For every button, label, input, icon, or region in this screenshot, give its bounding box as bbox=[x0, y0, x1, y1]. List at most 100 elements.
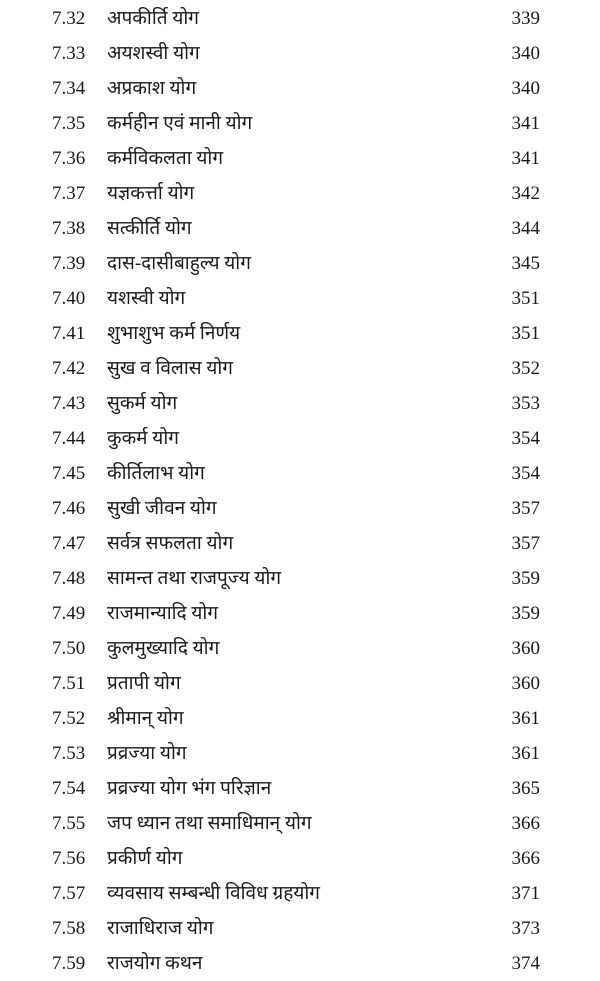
toc-entry: 7.45 कीर्तिलाभ योग 354 bbox=[0, 456, 600, 491]
section-number: 7.36 bbox=[52, 148, 86, 169]
section-title: कर्मविकलता योग bbox=[107, 148, 224, 169]
page-number: 345 bbox=[511, 253, 541, 274]
toc-entry: 7.53 प्रव्रज्या योग 361 bbox=[0, 736, 600, 771]
section-title: कर्महीन एवं मानी योग bbox=[107, 113, 253, 134]
page-number: 360 bbox=[511, 638, 541, 659]
section-title: कुलमुख्यादि योग bbox=[107, 638, 220, 659]
page-number: 341 bbox=[511, 148, 541, 169]
section-number: 7.52 bbox=[52, 708, 86, 729]
toc-entry: 7.49 राजमान्यादि योग 359 bbox=[0, 596, 600, 631]
page-number: 351 bbox=[511, 288, 541, 309]
page-number: 360 bbox=[511, 673, 541, 694]
page-number: 353 bbox=[511, 393, 541, 414]
toc-entry: 7.39 दास-दासीबाहुल्य योग 345 bbox=[0, 246, 600, 281]
section-number: 7.37 bbox=[52, 183, 86, 204]
page-number: 359 bbox=[511, 603, 541, 624]
section-number: 7.46 bbox=[52, 498, 86, 519]
section-number: 7.51 bbox=[52, 673, 86, 694]
toc-entry: 7.34 अप्रकाश योग 340 bbox=[0, 71, 600, 106]
section-title: दास-दासीबाहुल्य योग bbox=[107, 253, 251, 274]
page-number: 342 bbox=[511, 183, 541, 204]
toc-entry: 7.38 सत्कीर्ति योग 344 bbox=[0, 211, 600, 246]
toc-entry: 7.40 यशस्वी योग 351 bbox=[0, 281, 600, 316]
page-number: 366 bbox=[511, 848, 541, 869]
section-number: 7.54 bbox=[52, 778, 86, 799]
page-number: 340 bbox=[511, 78, 541, 99]
section-title: राजमान्यादि योग bbox=[107, 603, 219, 624]
section-number: 7.35 bbox=[52, 113, 86, 134]
section-number: 7.47 bbox=[52, 533, 86, 554]
toc-entry: 7.48 सामन्त तथा राजपूज्य योग 359 bbox=[0, 561, 600, 596]
section-title: प्रतापी योग bbox=[107, 673, 181, 694]
section-title: कीर्तिलाभ योग bbox=[107, 463, 205, 484]
section-number: 7.55 bbox=[52, 813, 86, 834]
section-number: 7.32 bbox=[52, 8, 86, 29]
section-number: 7.38 bbox=[52, 218, 86, 239]
section-number: 7.58 bbox=[52, 918, 86, 939]
toc-entry: 7.54 प्रव्रज्या योग भंग परिज्ञान 365 bbox=[0, 771, 600, 806]
page-number: 341 bbox=[511, 113, 541, 134]
section-number: 7.40 bbox=[52, 288, 86, 309]
toc-entry: 7.46 सुखी जीवन योग 357 bbox=[0, 491, 600, 526]
toc-entry: 7.56 प्रकीर्ण योग 366 bbox=[0, 841, 600, 876]
page-number: 357 bbox=[511, 498, 541, 519]
toc-entry: 7.55 जप ध्यान तथा समाधिमान् योग 366 bbox=[0, 806, 600, 841]
toc-entry: 7.36 कर्मविकलता योग 341 bbox=[0, 141, 600, 176]
section-title: सुख व विलास योग bbox=[107, 358, 233, 379]
toc-entry: 7.59 राजयोग कथन 374 bbox=[0, 946, 600, 981]
section-title: अयशस्वी योग bbox=[107, 43, 200, 64]
page-number: 359 bbox=[511, 568, 541, 589]
section-number: 7.59 bbox=[52, 953, 86, 974]
section-number: 7.34 bbox=[52, 78, 86, 99]
page-number: 366 bbox=[511, 813, 541, 834]
section-title: प्रव्रज्या योग भंग परिज्ञान bbox=[107, 778, 272, 799]
section-number: 7.33 bbox=[52, 43, 86, 64]
section-number: 7.42 bbox=[52, 358, 86, 379]
toc-entry: 7.47 सर्वत्र सफलता योग 357 bbox=[0, 526, 600, 561]
section-number: 7.41 bbox=[52, 323, 86, 344]
section-title: शुभाशुभ कर्म निर्णय bbox=[107, 323, 241, 344]
section-number: 7.57 bbox=[52, 883, 86, 904]
toc-entry: 7.41 शुभाशुभ कर्म निर्णय 351 bbox=[0, 316, 600, 351]
toc-entry: 7.37 यज्ञकर्त्ता योग 342 bbox=[0, 176, 600, 211]
section-title: अपकीर्ति योग bbox=[107, 8, 199, 29]
section-title: यज्ञकर्त्ता योग bbox=[107, 183, 195, 204]
toc-entry: 7.42 सुख व विलास योग 352 bbox=[0, 351, 600, 386]
toc-entry: 7.32 अपकीर्ति योग 339 bbox=[0, 1, 600, 36]
toc-entry: 7.33 अयशस्वी योग 340 bbox=[0, 36, 600, 71]
section-number: 7.49 bbox=[52, 603, 86, 624]
section-number: 7.45 bbox=[52, 463, 86, 484]
page-number: 365 bbox=[511, 778, 541, 799]
toc-entry: 7.44 कुकर्म योग 354 bbox=[0, 421, 600, 456]
page-number: 374 bbox=[511, 953, 541, 974]
section-title: व्यवसाय सम्बन्धी विविध ग्रहयोग bbox=[107, 883, 320, 904]
section-number: 7.56 bbox=[52, 848, 86, 869]
section-number: 7.53 bbox=[52, 743, 86, 764]
page-number: 339 bbox=[511, 8, 541, 29]
section-number: 7.44 bbox=[52, 428, 86, 449]
toc-entry: 7.58 राजाधिराज योग 373 bbox=[0, 911, 600, 946]
page-number: 352 bbox=[511, 358, 541, 379]
toc-entry: 7.35 कर्महीन एवं मानी योग 341 bbox=[0, 106, 600, 141]
section-number: 7.39 bbox=[52, 253, 86, 274]
page-number: 354 bbox=[511, 428, 541, 449]
section-title: सुखी जीवन योग bbox=[107, 498, 217, 519]
section-title: प्रव्रज्या योग bbox=[107, 743, 187, 764]
toc-entry: 7.51 प्रतापी योग 360 bbox=[0, 666, 600, 701]
page-number: 354 bbox=[511, 463, 541, 484]
section-title: यशस्वी योग bbox=[107, 288, 186, 309]
section-title: राजयोग कथन bbox=[107, 953, 203, 974]
section-title: अप्रकाश योग bbox=[107, 78, 197, 99]
page-number: 340 bbox=[511, 43, 541, 64]
section-title: राजाधिराज योग bbox=[107, 918, 214, 939]
toc-entry: 7.50 कुलमुख्यादि योग 360 bbox=[0, 631, 600, 666]
toc-entry: 7.57 व्यवसाय सम्बन्धी विविध ग्रहयोग 371 bbox=[0, 876, 600, 911]
section-title: श्रीमान् योग bbox=[107, 708, 184, 729]
page-number: 371 bbox=[511, 883, 541, 904]
section-number: 7.50 bbox=[52, 638, 86, 659]
section-number: 7.48 bbox=[52, 568, 86, 589]
section-title: जप ध्यान तथा समाधिमान् योग bbox=[107, 813, 312, 834]
page-number: 351 bbox=[511, 323, 541, 344]
section-title: सामन्त तथा राजपूज्य योग bbox=[107, 568, 282, 589]
section-title: सर्वत्र सफलता योग bbox=[107, 533, 234, 554]
